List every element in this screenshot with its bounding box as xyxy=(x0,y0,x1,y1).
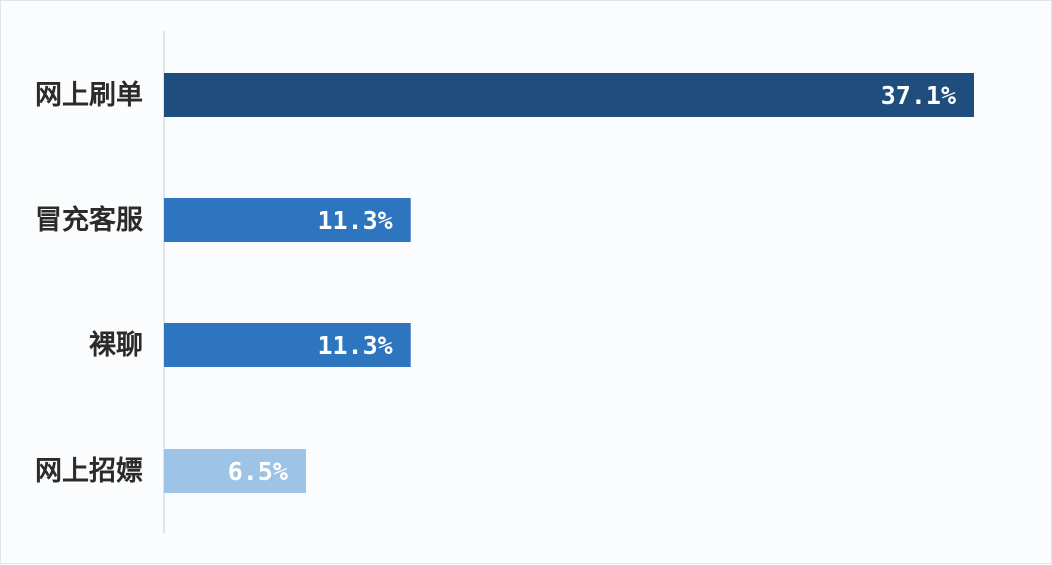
value-label: 11.3% xyxy=(317,331,392,360)
category-label: 冒充客服 xyxy=(35,204,144,236)
value-label: 37.1% xyxy=(881,81,956,110)
bar-3 xyxy=(164,323,411,367)
value-label: 6.5% xyxy=(228,457,288,486)
bar-4 xyxy=(164,449,306,493)
bar-2 xyxy=(164,198,411,242)
value-label: 11.3% xyxy=(317,206,392,235)
category-label: 裸聊 xyxy=(89,330,143,361)
category-label: 网上招嫖 xyxy=(35,456,143,487)
category-label: 网上刷单 xyxy=(35,80,143,111)
bar-1 xyxy=(164,73,974,117)
